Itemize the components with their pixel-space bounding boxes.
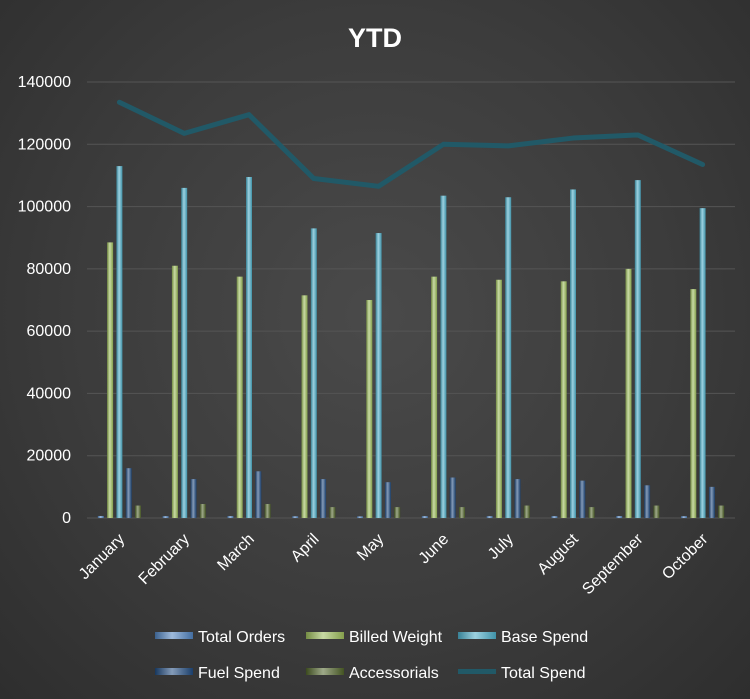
legend: Total Orders Billed Weight Base Spend Fuel … (155, 629, 588, 682)
bar-accessorials (199, 503, 206, 518)
legend-label: Total Orders (198, 629, 285, 646)
bar-total-orders (357, 516, 363, 518)
y-tick-label: 140000 (18, 74, 71, 91)
bar-accessorials (653, 505, 660, 518)
x-axis: January February March April May June July Augu… (76, 530, 712, 598)
y-tick-label: 100000 (18, 199, 71, 216)
bar-accessorials (523, 505, 530, 518)
bar-fuel-spend (190, 479, 197, 518)
legend-item: Accessorials (306, 665, 439, 682)
x-tick-label: February (136, 531, 193, 588)
bar-base-spend (505, 197, 512, 518)
y-tick-label: 20000 (27, 448, 72, 465)
legend-swatch (155, 668, 193, 675)
bar-base-spend (440, 195, 447, 518)
x-tick-label: May (354, 531, 387, 564)
bar-total-orders (97, 515, 104, 518)
legend-label: Base Spend (501, 629, 588, 646)
bar-total-orders (551, 516, 558, 518)
bar-billed-weight (301, 295, 308, 518)
bar-accessorials (264, 503, 271, 518)
bar-billed-weight (560, 281, 567, 518)
bar-base-spend (570, 189, 576, 518)
gridlines (87, 81, 735, 519)
bar-total-orders (616, 516, 623, 518)
x-tick-label: April (288, 531, 323, 566)
legend-label: Accessorials (349, 665, 439, 682)
legend-label: Total Spend (501, 665, 586, 682)
bar-fuel-spend (125, 468, 132, 518)
y-axis: 0 20000 40000 60000 80000 100000 120000 140000 (18, 74, 71, 527)
bar-accessorials (718, 505, 725, 518)
legend-label: Billed Weight (349, 629, 443, 646)
legend-item: Base Spend (458, 629, 588, 646)
legend-item: Total Spend (458, 665, 586, 682)
line-series (116, 99, 706, 189)
x-tick-label: September (579, 530, 647, 598)
bar-billed-weight (236, 276, 243, 518)
legend-item: Total Orders (155, 629, 285, 646)
legend-item: Billed Weight (306, 629, 443, 646)
bar-total-orders (292, 516, 299, 518)
y-tick-label: 40000 (27, 385, 72, 402)
bar-fuel-spend (320, 479, 327, 518)
x-tick-label: July (485, 531, 517, 563)
bar-billed-weight (625, 268, 632, 518)
bar-base-spend (375, 233, 382, 519)
legend-item: Fuel Spend (155, 665, 280, 682)
legend-swatch (306, 668, 344, 675)
bar-base-spend (246, 176, 252, 518)
legend-swatch (458, 632, 496, 639)
bar-accessorials (459, 507, 465, 518)
bar-fuel-spend (255, 471, 262, 518)
y-tick-label: 60000 (27, 323, 72, 340)
bar-base-spend (634, 180, 641, 518)
bar-base-spend (310, 228, 317, 518)
line-total-spend (116, 99, 706, 189)
bar-series (97, 166, 725, 519)
bar-fuel-spend (449, 477, 456, 518)
x-tick-label: January (76, 531, 128, 583)
bar-accessorials (588, 507, 595, 518)
x-tick-label: March (214, 531, 257, 574)
y-tick-label: 120000 (18, 136, 71, 153)
bar-total-orders (421, 516, 428, 518)
bar-billed-weight (690, 289, 697, 518)
bar-fuel-spend (708, 486, 715, 518)
bar-accessorials (135, 505, 141, 518)
legend-swatch (306, 632, 344, 639)
bar-billed-weight (107, 242, 114, 518)
y-tick-label: 80000 (27, 261, 72, 278)
chart-title: YTD (348, 23, 402, 53)
bar-accessorials (394, 507, 401, 518)
bar-total-orders (486, 516, 493, 518)
bar-total-orders (162, 516, 169, 518)
bar-fuel-spend (579, 480, 586, 518)
bar-base-spend (699, 208, 706, 518)
bar-total-orders (681, 516, 687, 518)
bar-billed-weight (366, 300, 373, 518)
bar-fuel-spend (384, 482, 391, 518)
y-tick-label: 0 (62, 510, 71, 527)
legend-label: Fuel Spend (198, 665, 280, 682)
bar-billed-weight (495, 279, 502, 518)
bar-accessorials (329, 507, 336, 518)
bar-total-orders (227, 516, 234, 518)
bar-base-spend (116, 166, 123, 519)
x-tick-label: August (535, 530, 583, 578)
bar-fuel-spend (644, 485, 651, 518)
legend-swatch (155, 632, 193, 639)
bar-fuel-spend (514, 479, 521, 518)
legend-swatch (458, 669, 496, 674)
bar-billed-weight (171, 265, 178, 518)
bar-base-spend (181, 187, 188, 518)
x-tick-label: June (416, 531, 453, 568)
bar-billed-weight (431, 276, 438, 518)
x-tick-label: October (659, 530, 712, 583)
